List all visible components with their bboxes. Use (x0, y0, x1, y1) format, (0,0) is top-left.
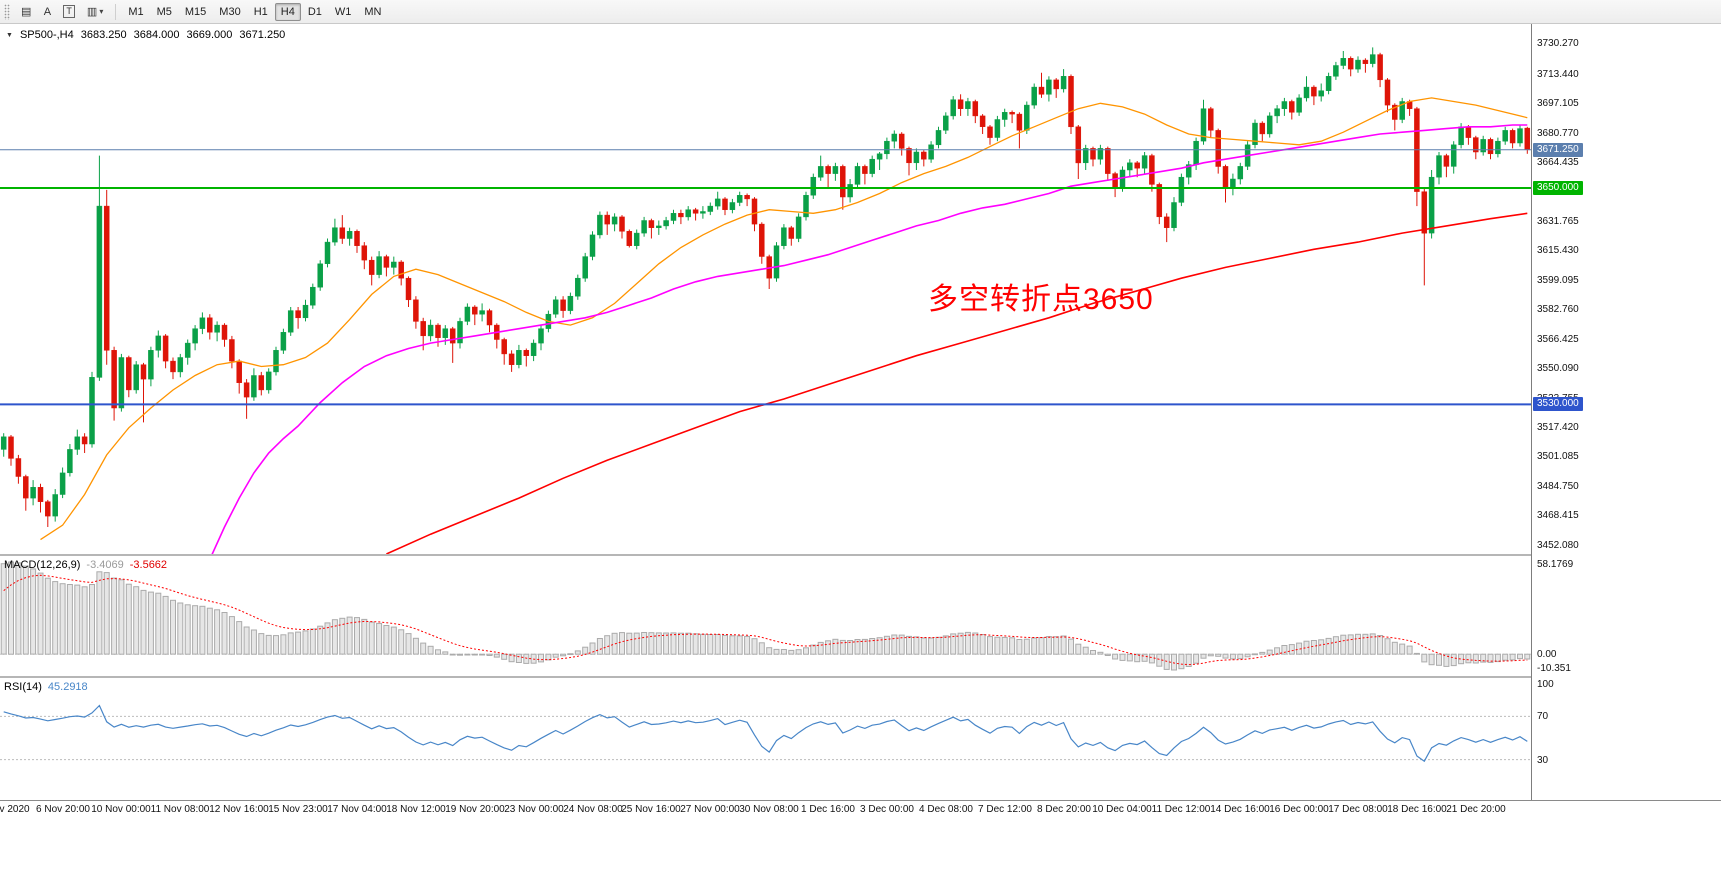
timeframe-button-d1[interactable]: D1 (307, 5, 322, 18)
time-axis-label: 17 Nov 04:00 (327, 804, 387, 815)
rsi-value: 45.2918 (47, 681, 88, 693)
ohlc-close: 3671.250 (239, 29, 286, 41)
timeframe-button-w1[interactable]: W1 (334, 5, 352, 18)
time-axis-label: 7 Dec 12:00 (978, 804, 1032, 815)
price-axis-label: 3697.105 (1537, 98, 1579, 110)
toolbar-grip[interactable] (4, 3, 10, 20)
macd-pane[interactable]: MACD(12,26,9) -3.4069 -3.5662 (0, 556, 1531, 676)
chevron-down-icon: ▾ (99, 7, 104, 16)
rsi-title: RSI(14) (4, 681, 42, 693)
timeframe-buttons: M1 M5 M15 M30 H1 H4 D1 W1 MN (122, 2, 387, 21)
chart-style-icon[interactable]: ▥ ▾ (86, 6, 104, 18)
timeframe-button-m1[interactable]: M1 (128, 5, 144, 18)
rsi-axis-30: 30 (1537, 754, 1549, 766)
macd-main-value: -3.4069 (86, 559, 124, 571)
price-axis[interactable]: 3730.270 3713.440 3697.105 3680.770 3664.435… (1531, 24, 1721, 800)
timeframe-button-mn[interactable]: MN (364, 5, 382, 18)
price-axis-label: 3550.090 (1537, 363, 1579, 375)
price-axis-label: 3680.770 (1537, 127, 1579, 139)
timeframe-button-m30[interactable]: M30 (219, 5, 241, 18)
time-axis-label: 12 Nov 16:00 (209, 804, 269, 815)
price-axis-label: 3484.750 (1537, 480, 1579, 492)
macd-label: MACD(12,26,9) -3.4069 -3.5662 (4, 559, 167, 571)
macd-chart[interactable] (0, 556, 1531, 676)
time-axis-label: 18 Nov 12:00 (386, 804, 446, 815)
time-axis-label: 4 Dec 08:00 (919, 804, 973, 815)
toolbar-tools: ▤ A T ▥ ▾ (15, 3, 109, 21)
time-axis-label: 1 Dec 16:00 (801, 804, 855, 815)
price-axis-label: 3615.430 (1537, 245, 1579, 257)
time-axis-label: 10 Dec 04:00 (1092, 804, 1152, 815)
price-axis-label: 3664.435 (1537, 157, 1579, 169)
price-axis-label: 3452.080 (1537, 539, 1579, 551)
time-axis-label: 24 Nov 08:00 (563, 804, 623, 815)
text-tool-icon[interactable]: T (57, 3, 81, 21)
price-axis-label: 3517.420 (1537, 422, 1579, 434)
time-axis-label: 27 Nov 00:00 (680, 804, 740, 815)
time-axis-label: 21 Dec 20:00 (1446, 804, 1506, 815)
time-axis-label: 18 Dec 16:00 (1387, 804, 1447, 815)
time-axis-label: 14 Dec 16:00 (1210, 804, 1270, 815)
candlestick-chart[interactable] (0, 24, 1531, 554)
toolbar: ▤ A T ▥ ▾ M1 M5 M15 M30 H1 H4 D1 W1 MN (0, 0, 1721, 24)
price-axis-label: 3730.270 (1537, 38, 1579, 50)
rsi-axis-100: 100 (1537, 679, 1554, 690)
time-axis-label: 25 Nov 16:00 (621, 804, 681, 815)
time-axis-label: 11 Nov 08:00 (150, 804, 210, 815)
price-marker-tag: 3650.000 (1533, 181, 1583, 196)
text-label-icon[interactable]: A (43, 5, 52, 18)
collapse-icon[interactable]: ▼ (6, 31, 13, 39)
price-axis-label: 3631.765 (1537, 215, 1579, 227)
time-axis-label: 11 Dec 12:00 (1151, 804, 1211, 815)
ohlc-open: 3683.250 (80, 29, 127, 41)
time-axis-label: 5 Nov 2020 (0, 804, 30, 815)
timeframe-button-m15[interactable]: M15 (184, 5, 207, 18)
time-axis-label: 3 Dec 00:00 (860, 804, 914, 815)
time-axis-label: 16 Dec 00:00 (1269, 804, 1329, 815)
timeframe-button-h4[interactable]: H4 (274, 2, 301, 21)
macd-signal-value: -3.5662 (129, 559, 168, 571)
time-axis-label: 19 Nov 20:00 (445, 804, 505, 815)
timeframe-button-h1[interactable]: H1 (253, 5, 268, 18)
price-marker-tag: 3530.000 (1533, 397, 1583, 412)
main-chart-pane[interactable]: ▼ SP500-,H4 3683.250 3684.000 3669.000 3… (0, 24, 1531, 554)
rsi-chart[interactable] (0, 678, 1531, 800)
toolbar-separator (115, 3, 117, 20)
time-axis-label: 17 Dec 08:00 (1328, 804, 1388, 815)
timeframe-button-m5[interactable]: M5 (156, 5, 172, 18)
time-axis-label: 30 Nov 08:00 (739, 804, 799, 815)
price-axis-label: 3468.415 (1537, 510, 1579, 522)
ohlc-low: 3669.000 (186, 29, 233, 41)
macd-axis-zero: 0.00 (1537, 649, 1557, 661)
price-axis-label: 3566.425 (1537, 333, 1579, 345)
macd-axis-max: 58.1769 (1537, 559, 1574, 570)
symbol-name: SP500-,H4 (19, 29, 74, 41)
price-axis-label: 3582.760 (1537, 304, 1579, 316)
ohlc-high: 3684.000 (133, 29, 180, 41)
macd-title: MACD(12,26,9) (4, 559, 81, 571)
price-axis-label: 3599.095 (1537, 274, 1579, 286)
price-marker-tag: 3671.250 (1533, 142, 1583, 157)
time-axis-label: 23 Nov 00:00 (504, 804, 564, 815)
chart-annotation-text[interactable]: 多空转折点3650 (928, 283, 1154, 316)
rsi-label: RSI(14) 45.2918 (4, 681, 88, 693)
time-axis-label: 15 Nov 23:00 (268, 804, 328, 815)
axis-border (0, 800, 1721, 801)
time-axis-label: 6 Nov 20:00 (36, 804, 90, 815)
price-axis-label: 3501.085 (1537, 451, 1579, 463)
time-axis-label: 10 Nov 00:00 (91, 804, 151, 815)
symbol-info-bar: ▼ SP500-,H4 3683.250 3684.000 3669.000 3… (6, 29, 285, 41)
macd-axis-min: -10.351 (1537, 663, 1571, 674)
pane-separator[interactable] (0, 676, 1721, 678)
rsi-axis-70: 70 (1537, 711, 1549, 723)
rsi-pane[interactable]: RSI(14) 45.2918 (0, 678, 1531, 800)
pane-separator[interactable] (0, 554, 1721, 556)
price-axis-label: 3713.440 (1537, 68, 1579, 80)
chart-window-icon[interactable]: ▤ (21, 6, 32, 18)
time-axis-label: 8 Dec 20:00 (1037, 804, 1091, 815)
